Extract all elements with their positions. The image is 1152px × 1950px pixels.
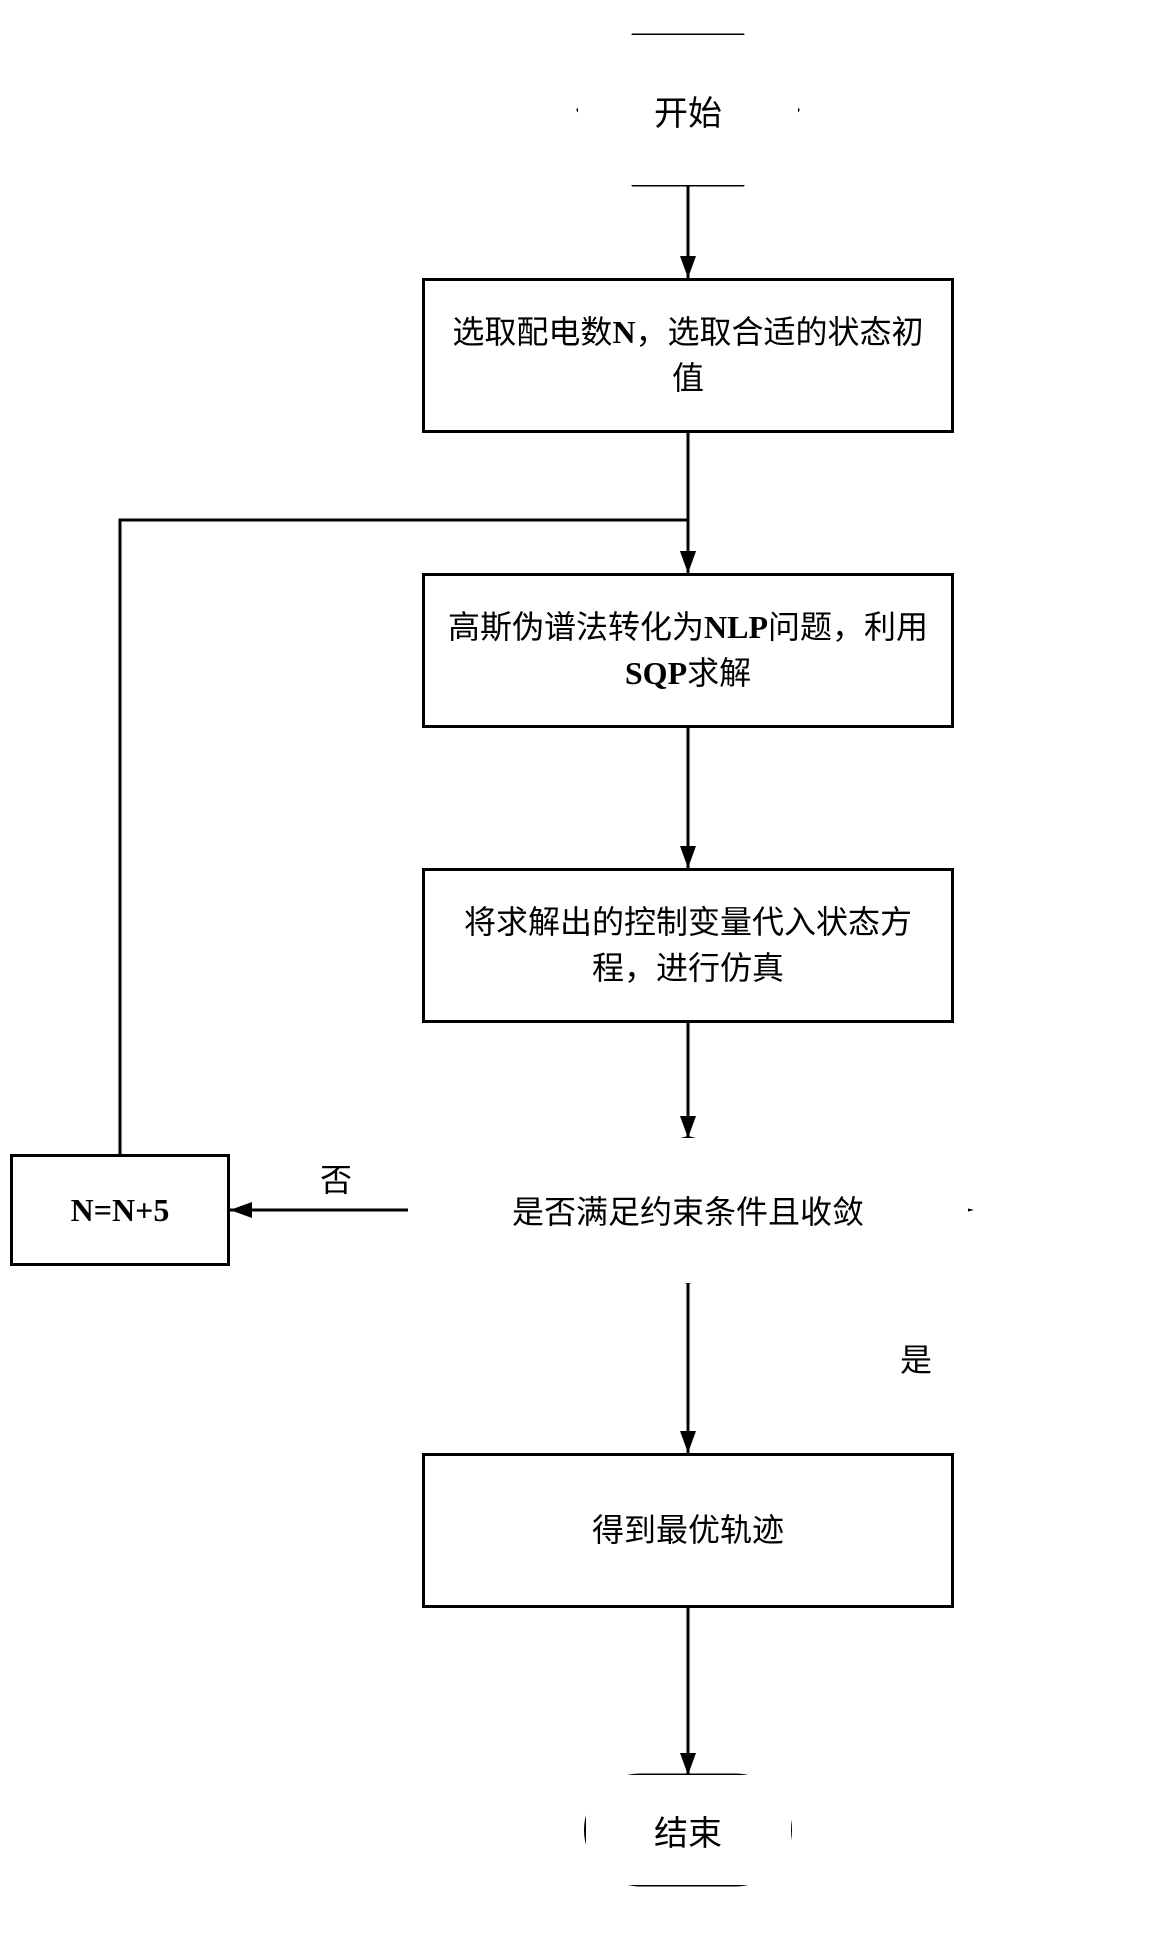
node-select-n: 选取配电数N，选取合适的状态初值	[422, 278, 954, 433]
node-label: 是否满足约束条件且收敛	[512, 1187, 864, 1233]
node-increment-n: N=N+5	[10, 1154, 230, 1266]
node-label: 开始	[654, 86, 722, 135]
node-optimal-trajectory: 得到最优轨迹	[422, 1453, 954, 1608]
node-label: N=N+5	[71, 1187, 170, 1233]
edge-label-no: 否	[320, 1155, 352, 1201]
node-label: 得到最优轨迹	[592, 1507, 784, 1553]
node-label: 结束	[654, 1806, 722, 1855]
node-label: 将求解出的控制变量代入状态方程，进行仿真	[443, 899, 933, 992]
node-decision: 是否满足约束条件且收敛	[408, 1138, 968, 1283]
node-simulate: 将求解出的控制变量代入状态方程，进行仿真	[422, 868, 954, 1023]
node-end: 结束	[586, 1775, 791, 1885]
node-start: 开始	[578, 35, 798, 185]
node-label: 选取配电数N，选取合适的状态初值	[443, 309, 933, 402]
edge-label-yes: 是	[900, 1335, 932, 1381]
node-label: 高斯伪谱法转化为NLP问题，利用SQP求解	[443, 604, 933, 697]
node-gauss-sqp: 高斯伪谱法转化为NLP问题，利用SQP求解	[422, 573, 954, 728]
